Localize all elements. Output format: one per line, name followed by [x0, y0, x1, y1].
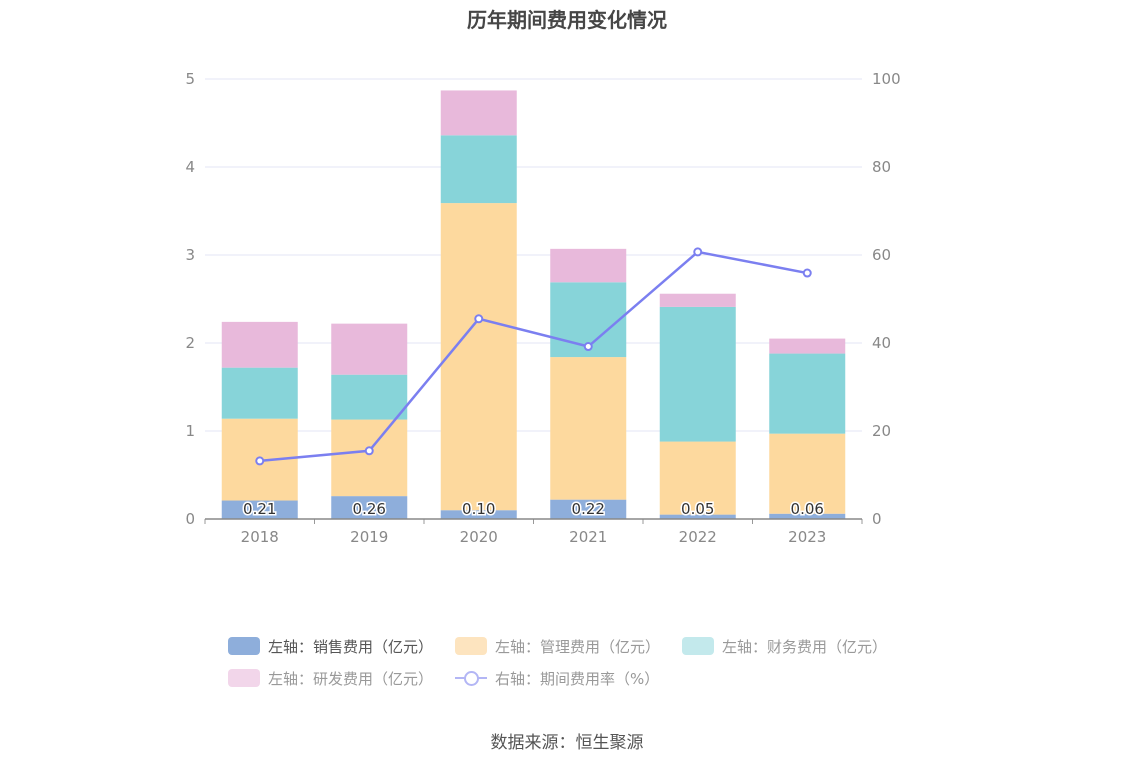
bar-segment-0-2019	[331, 496, 408, 519]
chart-title: 历年期间费用变化情况	[467, 8, 667, 32]
bar-segment-0-2023	[769, 513, 846, 519]
data-source: 数据来源：恒生聚源	[490, 733, 644, 753]
chart-legend: 左轴：销售费用（亿元） 左轴：管理费用（亿元） 左轴：财务费用（亿元） 左轴：研…	[228, 630, 928, 694]
bar-segment-2-2023	[769, 353, 846, 434]
bar-segment-3-2020	[440, 90, 517, 136]
x-tick-label: 2020	[460, 528, 498, 546]
bar-segment-2-2022	[659, 306, 736, 442]
legend-item-expense-rate[interactable]: 右轴：期间费用率（%）	[455, 668, 659, 689]
bar-data-label: 0.22	[572, 500, 605, 518]
y-left-tick-label: 5	[185, 70, 195, 88]
bar-segment-3-2018	[221, 321, 298, 368]
line-point-2023	[802, 268, 812, 278]
y-right-tick-label: 80	[872, 158, 891, 176]
y-right-tick-label: 100	[872, 70, 901, 88]
bar-segment-2-2020	[440, 135, 517, 204]
y-left-tick-label: 4	[185, 158, 195, 176]
bar-segment-2-2019	[331, 374, 408, 420]
legend-label-rd: 左轴：研发费用（亿元）	[268, 669, 434, 688]
legend-item-sales[interactable]: 左轴：销售费用（亿元）	[228, 636, 433, 657]
bar-segment-1-2019	[331, 419, 408, 497]
y-left-tick-label: 0	[185, 510, 195, 528]
legend-swatch-sales	[228, 637, 260, 655]
bar-data-label: 0.10	[462, 500, 495, 518]
legend-row-1: 左轴：销售费用（亿元） 左轴：管理费用（亿元） 左轴：财务费用（亿元）	[228, 630, 928, 662]
bar-segment-1-2021	[550, 357, 627, 500]
y-right-tick-label: 20	[872, 422, 891, 440]
line-point-2018	[255, 456, 265, 466]
legend-item-admin[interactable]: 左轴：管理费用（亿元）	[455, 636, 660, 657]
y-left-tick-label: 1	[185, 422, 195, 440]
bar-segment-2-2018	[221, 367, 298, 419]
bar-segment-3-2023	[769, 338, 846, 354]
stacked-bar-line-chart: 0 1 2 3 4 5 0 20 40 60 80 100 2018 2019 2020 2021 2022 20…	[185, 70, 901, 546]
legend-label-sales: 左轴：销售费用（亿元）	[268, 637, 434, 656]
y-right-tick-label: 0	[872, 510, 882, 528]
bar-data-label: 0.05	[681, 500, 714, 518]
bar-segment-0-2020	[440, 510, 517, 519]
bar-segment-0-2022	[659, 514, 736, 519]
y-right-tick-label: 60	[872, 246, 891, 264]
bar-segment-1-2023	[769, 433, 846, 514]
bar-segment-3-2021	[550, 248, 627, 283]
x-tick-label: 2021	[569, 528, 607, 546]
line-point-2021	[583, 342, 593, 352]
legend-label-finance: 左轴：财务费用（亿元）	[722, 637, 888, 656]
bar-segment-1-2022	[659, 441, 736, 515]
x-tick-label: 2022	[679, 528, 717, 546]
legend-label-admin: 左轴：管理费用（亿元）	[495, 637, 661, 656]
bar-data-label: 0.06	[791, 500, 824, 518]
bar-segment-1-2020	[440, 203, 517, 511]
legend-label-expense-rate: 右轴：期间费用率（%）	[495, 669, 660, 688]
legend-swatch-admin	[455, 637, 488, 655]
line-point-2022	[693, 247, 703, 257]
y-left-tick-label: 2	[185, 334, 195, 352]
line-point-2019	[364, 446, 374, 456]
x-tick-label: 2018	[241, 528, 279, 546]
bar-data-label: 0.21	[243, 500, 276, 518]
bar-segment-0-2021	[550, 499, 627, 519]
x-tick-label: 2019	[350, 528, 388, 546]
bar-segment-3-2019	[331, 323, 408, 375]
y-left-tick-label: 3	[185, 246, 195, 264]
y-right-tick-label: 40	[872, 334, 891, 352]
bar-segment-0-2018	[221, 500, 298, 519]
legend-swatch-rd	[228, 669, 260, 687]
line-point-2020	[474, 314, 484, 324]
bar-data-label: 0.26	[353, 500, 386, 518]
line-series-expense-rate	[259, 250, 808, 463]
legend-swatch-expense-rate	[455, 669, 488, 687]
legend-item-finance[interactable]: 左轴：财务费用（亿元）	[682, 636, 887, 657]
legend-swatch-finance	[682, 637, 715, 655]
legend-item-rd[interactable]: 左轴：研发费用（亿元）	[228, 668, 433, 689]
x-tick-label: 2023	[788, 528, 826, 546]
legend-row-2: 左轴：研发费用（亿元） 右轴：期间费用率（%）	[228, 662, 928, 694]
bar-segment-3-2022	[659, 293, 736, 307]
